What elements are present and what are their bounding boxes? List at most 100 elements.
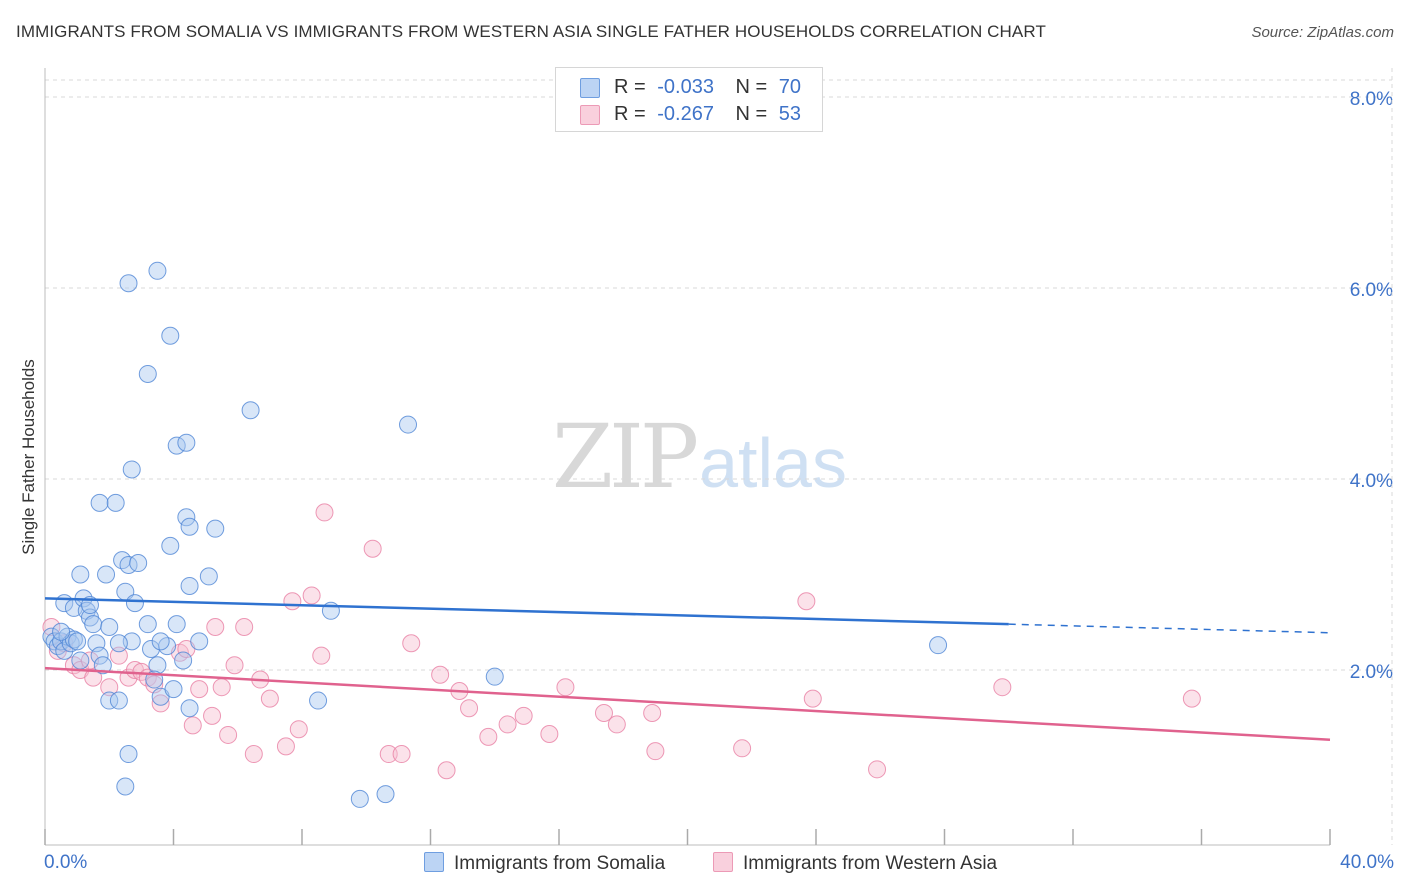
somalia-point: [376, 785, 395, 804]
somalia-point: [109, 691, 128, 710]
somalia-point: [106, 493, 125, 512]
somalia-point: [167, 615, 186, 634]
somalia-point: [174, 651, 193, 670]
x-tick-label-max: 40.0%: [1340, 852, 1394, 873]
somalia-point: [109, 634, 128, 653]
western-asia-point: [283, 592, 302, 611]
somalia-point: [241, 401, 260, 420]
somalia-point: [177, 508, 196, 527]
western-asia-point: [315, 503, 334, 522]
western-asia-point: [276, 737, 295, 756]
somalia-point: [68, 632, 87, 651]
somalia-point: [199, 567, 218, 586]
somalia-swatch: [580, 78, 600, 98]
western-asia-point: [212, 678, 231, 697]
western-asia-point: [594, 703, 613, 722]
western-asia-point: [643, 703, 662, 722]
bottom-legend-somalia: Immigrants from Somalia: [424, 852, 665, 875]
somalia-point: [71, 651, 90, 670]
somalia-point: [399, 415, 418, 434]
somalia-point: [206, 519, 225, 538]
somalia-point: [138, 364, 157, 383]
western-asia-point: [460, 699, 479, 718]
western-asia-point: [540, 724, 559, 743]
somalia-point: [148, 261, 167, 280]
western-asia-legend-swatch: [713, 852, 733, 872]
western-asia-trendline: [44, 666, 1331, 741]
somalia-point: [122, 460, 141, 479]
y-tick-label: 8.0%: [1350, 89, 1393, 110]
western-asia-swatch: [580, 105, 600, 125]
x-tick-label-min: 0.0%: [44, 852, 88, 873]
western-asia-legend-label: Immigrants from Western Asia: [743, 853, 998, 874]
y-tick-label: 2.0%: [1350, 662, 1393, 683]
western-asia-point: [498, 715, 517, 734]
somalia-point: [190, 632, 209, 651]
legend-n-value: 70: [778, 76, 802, 98]
somalia-point: [55, 641, 74, 660]
somalia-point: [119, 274, 138, 293]
somalia-point: [90, 646, 109, 665]
western-asia-point: [289, 720, 308, 739]
legend-r-value: -0.267: [657, 103, 714, 125]
somalia-point: [100, 618, 119, 637]
bottom-legend-western-asia: Immigrants from Western Asia: [713, 852, 997, 875]
somalia-point: [90, 493, 109, 512]
western-asia-point: [797, 592, 816, 611]
legend-r-label: R =: [614, 103, 646, 125]
western-asia-point: [151, 694, 170, 713]
somalia-point: [125, 594, 144, 613]
western-asia-point: [607, 715, 626, 734]
somalia-legend-swatch: [424, 852, 444, 872]
somalia-point: [180, 576, 199, 595]
western-asia-point: [803, 689, 822, 708]
western-asia-point: [84, 668, 103, 687]
western-asia-point: [431, 665, 450, 684]
somalia-point: [161, 536, 180, 555]
somalia-point: [151, 632, 170, 651]
somalia-point: [161, 326, 180, 345]
western-asia-point: [646, 742, 665, 761]
western-asia-point: [392, 745, 411, 764]
western-asia-point: [244, 745, 263, 764]
somalia-point: [71, 565, 90, 584]
chart-title: IMMIGRANTS FROM SOMALIA VS IMMIGRANTS FR…: [16, 22, 1046, 41]
somalia-point: [180, 699, 199, 718]
somalia-point: [84, 615, 103, 634]
somalia-point: [93, 656, 112, 675]
somalia-point: [177, 433, 196, 452]
somalia-point: [100, 691, 119, 710]
western-asia-point: [206, 618, 225, 637]
source-label: Source: ZipAtlas.com: [1251, 24, 1394, 41]
somalia-point: [52, 622, 71, 641]
western-asia-point: [479, 727, 498, 746]
western-asia-point: [379, 745, 398, 764]
somalia-point: [158, 637, 177, 656]
legend-n-value: 53: [778, 103, 802, 125]
somalia-point: [180, 517, 199, 536]
western-asia-point: [556, 678, 575, 697]
somalia-trendline: [44, 597, 1009, 626]
somalia-point: [129, 554, 148, 573]
western-asia-point: [437, 761, 456, 780]
somalia-point: [350, 789, 369, 808]
legend-r-value: -0.033: [657, 76, 714, 98]
western-asia-point: [190, 680, 209, 699]
western-asia-point: [993, 678, 1012, 697]
y-tick-label: 4.0%: [1350, 471, 1393, 492]
correlation-legend: R = -0.033 N = 70 R = -0.267 N = 53: [555, 67, 823, 132]
legend-r-label: R =: [614, 76, 646, 98]
somalia-point: [116, 777, 135, 796]
western-asia-point: [868, 760, 887, 779]
y-tick-label: 6.0%: [1350, 280, 1393, 301]
somalia-point: [119, 745, 138, 764]
western-asia-point: [1182, 689, 1201, 708]
somalia-point: [929, 636, 948, 655]
western-asia-point: [203, 706, 222, 725]
somalia-point: [164, 680, 183, 699]
somalia-point: [485, 667, 504, 686]
western-asia-point: [302, 586, 321, 605]
western-asia-point: [402, 634, 421, 653]
legend-n-label: N =: [735, 76, 768, 98]
western-asia-point: [42, 618, 61, 637]
